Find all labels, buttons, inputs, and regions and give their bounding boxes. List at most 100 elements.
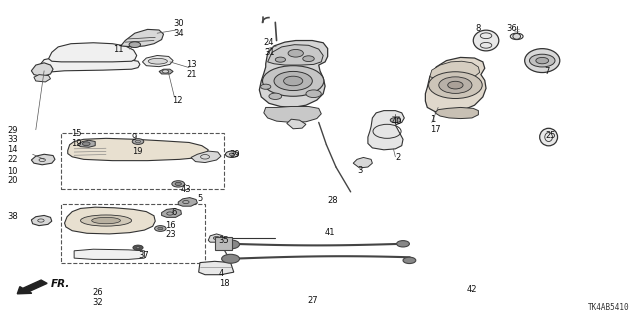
Polygon shape — [268, 45, 323, 65]
Circle shape — [129, 42, 141, 48]
Circle shape — [225, 151, 238, 157]
Circle shape — [429, 72, 482, 99]
Circle shape — [136, 140, 141, 143]
Polygon shape — [426, 57, 486, 113]
Text: 4
18: 4 18 — [219, 269, 230, 288]
Text: 15
19: 15 19 — [71, 129, 81, 148]
Polygon shape — [287, 119, 306, 129]
Text: 6: 6 — [172, 208, 177, 217]
Circle shape — [288, 50, 303, 57]
Text: 14
22: 14 22 — [7, 145, 17, 164]
Ellipse shape — [540, 128, 557, 146]
Circle shape — [132, 139, 144, 144]
Circle shape — [155, 226, 166, 231]
Circle shape — [221, 254, 239, 263]
Circle shape — [403, 257, 416, 264]
Text: 10
20: 10 20 — [7, 167, 17, 185]
Text: 25: 25 — [546, 131, 556, 140]
Circle shape — [390, 118, 401, 123]
Circle shape — [284, 76, 303, 86]
Text: 29
33: 29 33 — [7, 126, 18, 145]
Text: FR.: FR. — [51, 279, 70, 289]
Polygon shape — [159, 69, 173, 74]
Circle shape — [221, 240, 239, 249]
Circle shape — [260, 84, 271, 89]
Circle shape — [213, 236, 220, 240]
Text: 43: 43 — [180, 185, 191, 194]
Polygon shape — [259, 41, 328, 108]
Polygon shape — [162, 208, 181, 217]
Text: 26
32: 26 32 — [92, 288, 103, 307]
Polygon shape — [264, 107, 321, 123]
Polygon shape — [31, 63, 53, 76]
Polygon shape — [34, 75, 51, 82]
Text: 41: 41 — [325, 228, 335, 237]
Circle shape — [136, 247, 140, 249]
Text: 42: 42 — [467, 285, 477, 294]
Polygon shape — [121, 29, 164, 47]
Ellipse shape — [513, 34, 520, 39]
Text: 7: 7 — [545, 67, 550, 76]
Circle shape — [133, 245, 143, 250]
Text: 2: 2 — [396, 153, 401, 162]
Text: 24
31: 24 31 — [264, 38, 275, 57]
Polygon shape — [65, 207, 156, 234]
Circle shape — [448, 81, 463, 89]
Text: 5: 5 — [197, 194, 203, 204]
Circle shape — [262, 66, 324, 96]
FancyBboxPatch shape — [215, 237, 232, 251]
Text: 40: 40 — [392, 116, 402, 126]
Circle shape — [306, 90, 321, 98]
Circle shape — [536, 57, 548, 64]
Circle shape — [510, 33, 523, 40]
Circle shape — [275, 57, 285, 62]
Ellipse shape — [525, 49, 560, 73]
Text: 35: 35 — [218, 236, 228, 245]
Ellipse shape — [92, 217, 120, 224]
Text: 12: 12 — [172, 96, 182, 105]
Circle shape — [175, 182, 181, 186]
Polygon shape — [31, 154, 55, 165]
Polygon shape — [39, 58, 140, 72]
Polygon shape — [68, 138, 208, 161]
Circle shape — [269, 93, 282, 100]
Text: 30
34: 30 34 — [173, 20, 184, 38]
Text: 9: 9 — [132, 133, 137, 142]
Text: 36: 36 — [506, 24, 517, 33]
Polygon shape — [435, 108, 478, 119]
Circle shape — [274, 71, 312, 91]
Polygon shape — [191, 151, 221, 163]
Polygon shape — [49, 43, 137, 62]
Ellipse shape — [81, 215, 132, 226]
Circle shape — [303, 56, 314, 61]
Text: 3: 3 — [357, 166, 362, 175]
Polygon shape — [368, 111, 404, 150]
Circle shape — [163, 70, 169, 73]
Text: 13
21: 13 21 — [186, 60, 196, 78]
Text: 11: 11 — [113, 44, 124, 54]
Ellipse shape — [148, 58, 168, 64]
Text: 16
23: 16 23 — [166, 221, 176, 239]
Circle shape — [439, 77, 472, 93]
Text: TK4AB5410: TK4AB5410 — [588, 303, 630, 312]
Circle shape — [229, 153, 234, 156]
Circle shape — [397, 241, 410, 247]
Polygon shape — [77, 140, 95, 147]
Polygon shape — [143, 55, 173, 67]
Polygon shape — [430, 61, 479, 80]
Text: 8: 8 — [476, 24, 481, 33]
Polygon shape — [208, 234, 223, 242]
Circle shape — [83, 142, 90, 146]
Text: 1
17: 1 17 — [430, 115, 440, 134]
Polygon shape — [198, 261, 234, 275]
Polygon shape — [74, 249, 145, 260]
Text: 39: 39 — [229, 150, 240, 159]
Ellipse shape — [473, 30, 499, 51]
Circle shape — [158, 227, 163, 230]
Text: 27: 27 — [307, 296, 317, 305]
Text: 19: 19 — [132, 147, 142, 156]
FancyArrow shape — [17, 280, 47, 294]
Polygon shape — [178, 197, 197, 206]
Circle shape — [172, 181, 184, 187]
Circle shape — [529, 54, 555, 67]
